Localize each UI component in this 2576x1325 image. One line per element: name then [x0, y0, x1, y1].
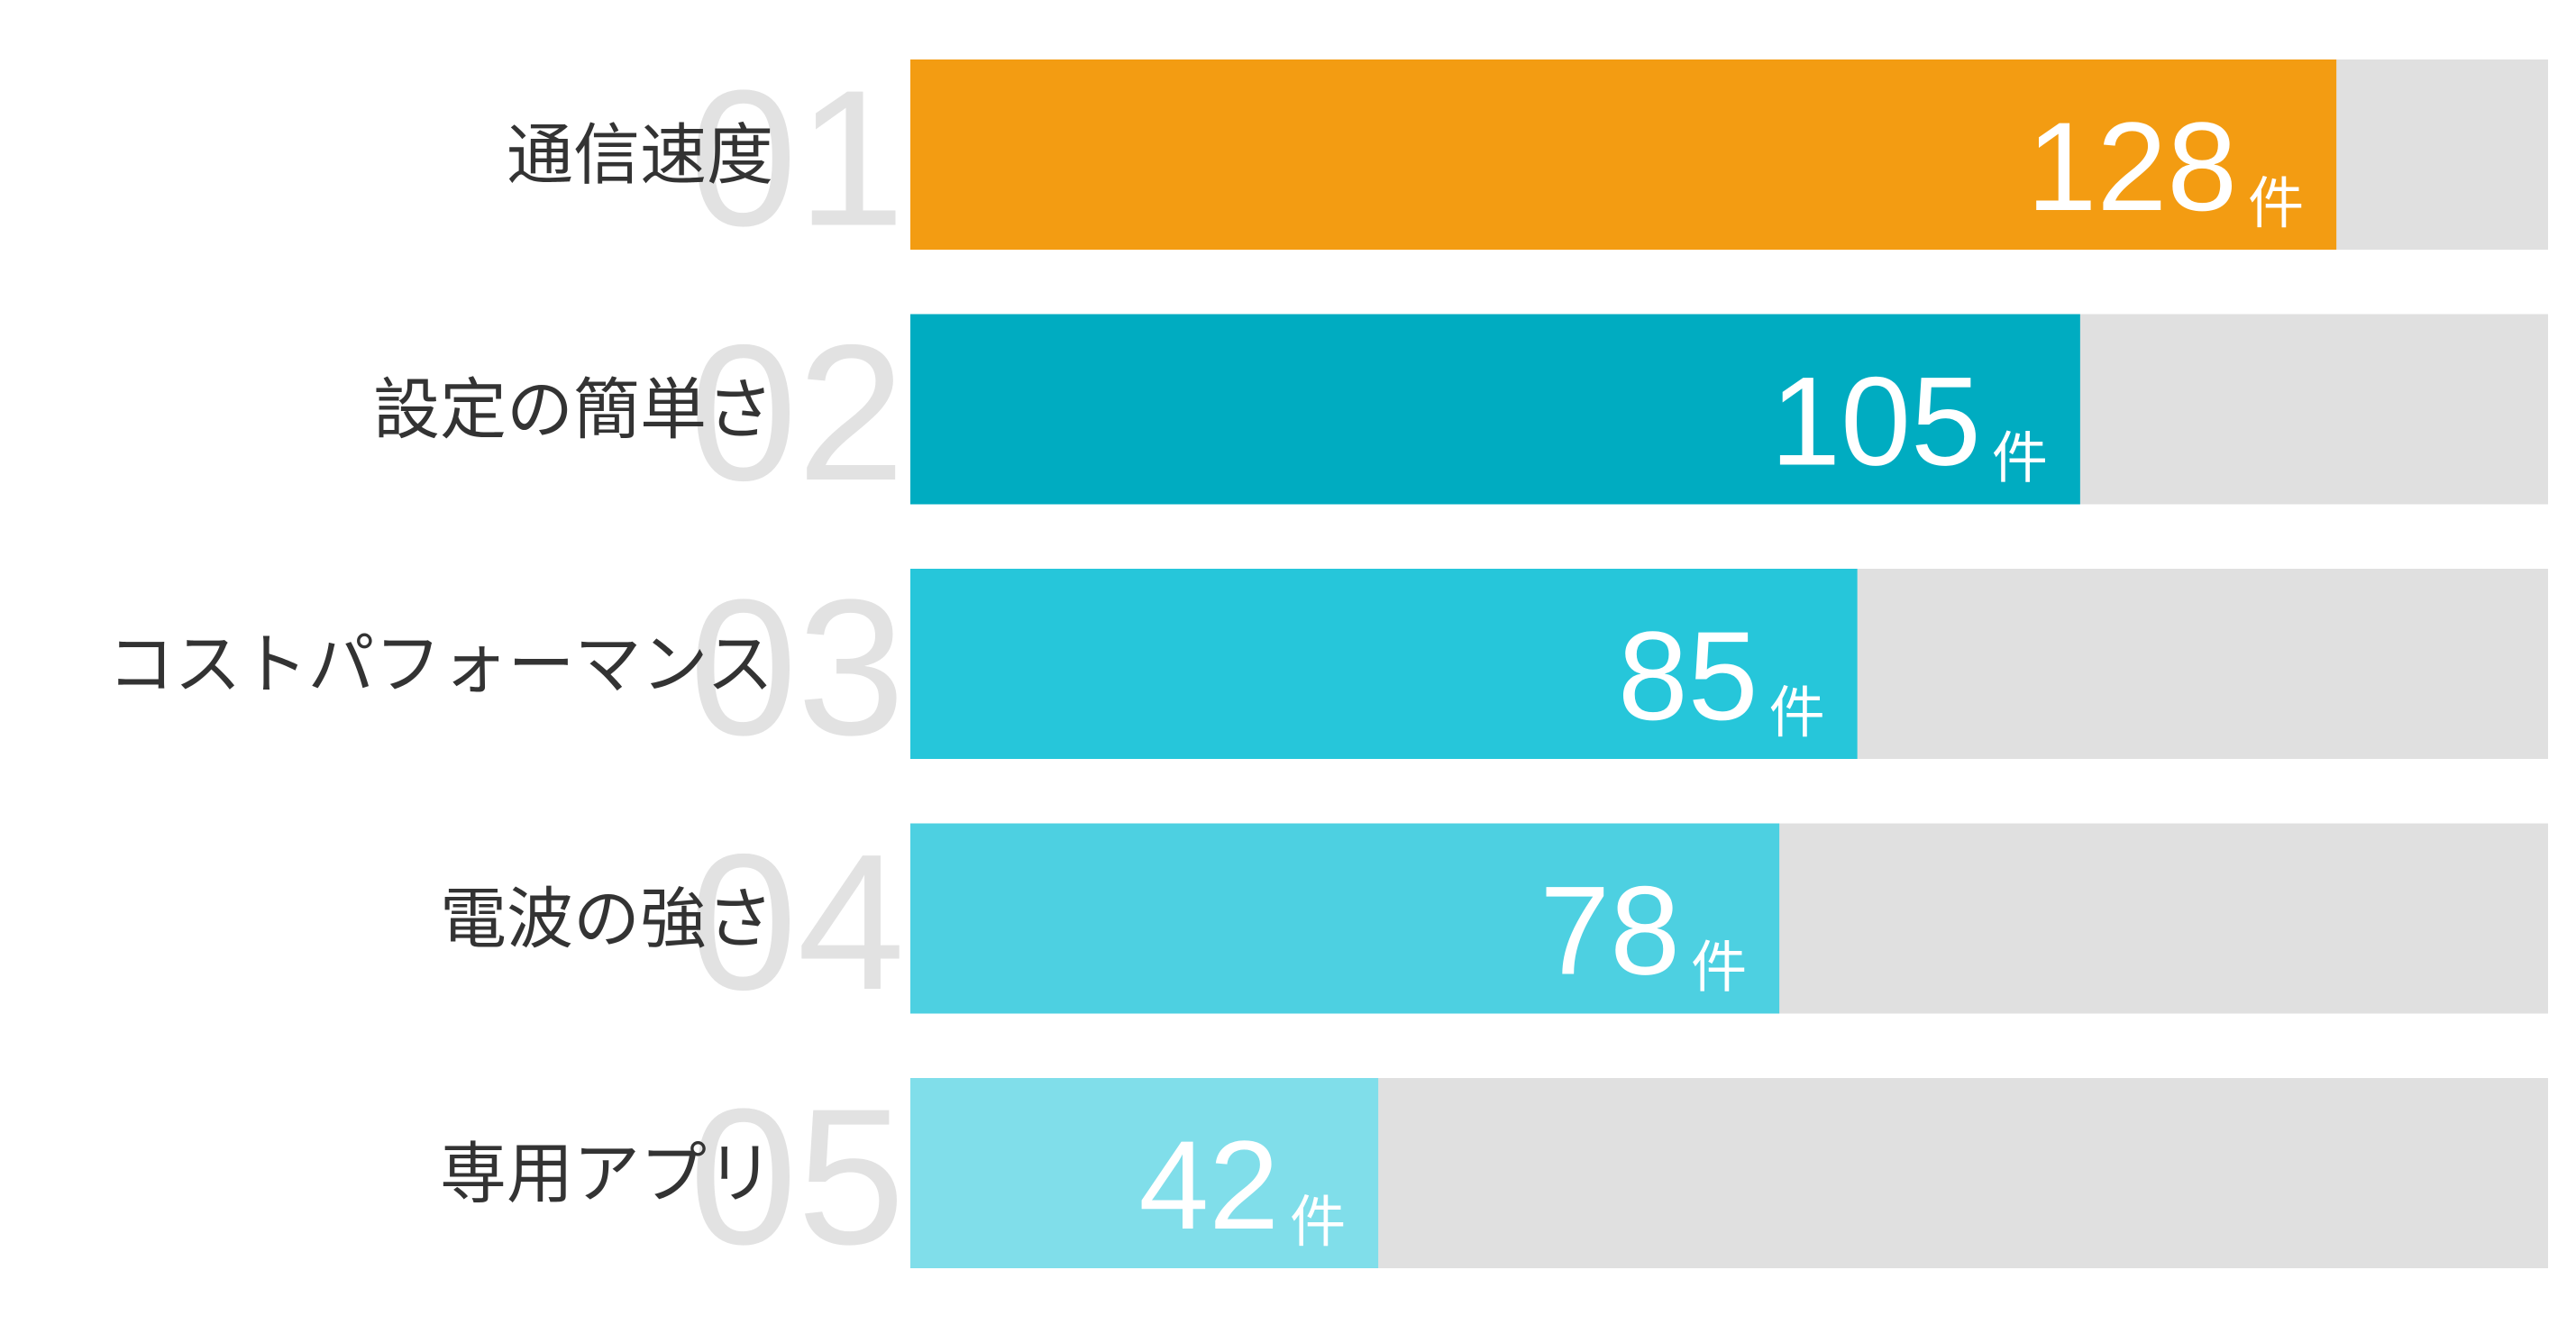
value-number: 78 — [1539, 860, 1680, 1001]
value-label: 128 件 — [2027, 96, 2305, 237]
bar — [910, 823, 1780, 1014]
category-label: 専用アプリ — [440, 1136, 773, 1213]
rank-number: 02 — [690, 304, 905, 521]
value-label: 105 件 — [1770, 351, 2048, 492]
rank-number: 03 — [690, 559, 905, 776]
value-label: 78 件 — [1539, 860, 1747, 1001]
category-label: 設定の簡単さ — [373, 371, 773, 449]
value-unit: 件 — [1769, 680, 1825, 745]
value-number: 85 — [1618, 605, 1758, 746]
bar — [910, 59, 2337, 250]
value-number: 128 — [2027, 96, 2238, 237]
bar — [910, 1078, 1379, 1268]
value-label: 85 件 — [1618, 605, 1825, 746]
value-unit: 件 — [1290, 1189, 1346, 1255]
rank-number: 05 — [690, 1068, 905, 1285]
bar — [910, 314, 2080, 505]
bar — [910, 569, 1858, 759]
value-unit: 件 — [1992, 425, 2048, 491]
value-unit: 件 — [1691, 935, 1747, 1001]
value-number: 42 — [1138, 1114, 1279, 1256]
value-unit: 件 — [2248, 170, 2304, 236]
category-label: コストパフォーマンス — [107, 626, 773, 704]
rank-number: 04 — [690, 813, 905, 1030]
value-number: 105 — [1770, 351, 1981, 492]
category-label: 通信速度 — [507, 117, 773, 195]
category-label: 電波の強さ — [440, 881, 773, 958]
value-label: 42 件 — [1138, 1114, 1346, 1256]
rank-number: 01 — [690, 50, 905, 267]
